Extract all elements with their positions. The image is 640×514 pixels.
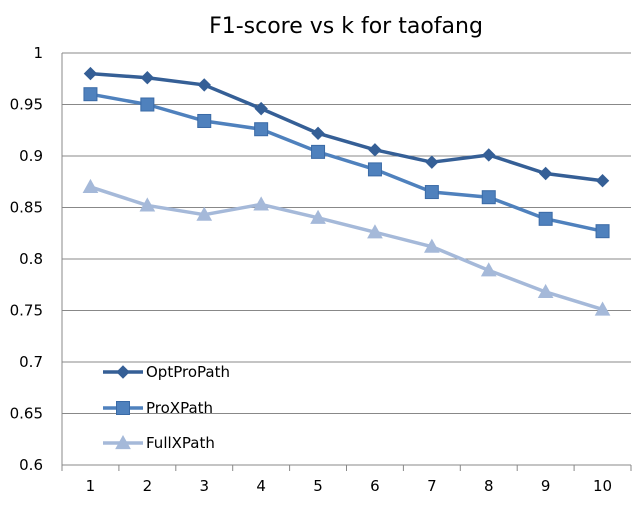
data-point-proxpath	[140, 97, 155, 112]
legend-label: ProXPath	[146, 399, 213, 417]
y-tick-label: 0.9	[19, 147, 43, 165]
x-tick-label: 9	[541, 477, 551, 495]
legend-marker-fullxpath	[115, 434, 131, 450]
series-optpropath	[83, 66, 610, 188]
x-tick-label: 5	[313, 477, 323, 495]
data-point-proxpath	[538, 211, 553, 226]
legend-marker-proxpath	[116, 401, 130, 415]
x-tick-label: 3	[199, 477, 209, 495]
data-point-proxpath	[595, 224, 610, 239]
y-tick-label: 0.65	[10, 405, 43, 423]
series-lines	[82, 66, 611, 316]
x-tick-label: 7	[427, 477, 437, 495]
data-point-proxpath	[481, 190, 496, 205]
y-tick-label: 0.6	[19, 456, 43, 474]
legend-item-optpropath: OptProPath	[103, 363, 230, 381]
x-tick-label: 2	[143, 477, 153, 495]
x-tick-label: 6	[370, 477, 380, 495]
data-point-optpropath	[595, 174, 610, 188]
y-tick-label: 0.7	[19, 353, 43, 371]
legend-item-fullxpath: FullXPath	[103, 434, 215, 452]
data-point-fullxpath	[253, 196, 269, 211]
data-point-optpropath	[368, 143, 382, 157]
data-point-optpropath	[538, 166, 553, 181]
legend-label: FullXPath	[146, 434, 215, 452]
x-tick-label: 10	[593, 477, 612, 495]
axes: 0.6 0.65 0.7 0.75 0.8 0.85 0.9 0.95 1 1 2 3 4 5 6 7 8 9 10	[10, 44, 632, 495]
legend: OptProPath ProXPath FullXPath	[103, 363, 230, 452]
legend-item-proxpath: ProXPath	[103, 399, 213, 417]
data-point-optpropath	[311, 126, 325, 141]
series-proxpath	[83, 87, 610, 239]
data-point-proxpath	[197, 113, 212, 128]
data-point-optpropath	[254, 101, 268, 116]
data-point-fullxpath	[480, 262, 497, 277]
x-tick-label: 4	[256, 477, 266, 495]
data-point-fullxpath	[310, 209, 326, 224]
data-point-fullxpath	[537, 283, 554, 299]
y-tick-label: 0.95	[10, 96, 43, 114]
y-tick-label: 0.8	[19, 250, 43, 268]
data-point-fullxpath	[82, 178, 99, 193]
x-tick-label: 8	[484, 477, 494, 495]
data-point-fullxpath	[196, 206, 213, 221]
data-point-optpropath	[197, 78, 211, 92]
data-point-proxpath	[424, 185, 439, 200]
x-tick-label: 1	[86, 477, 96, 495]
series-line-optpropath	[90, 71, 603, 183]
series-fullxpath	[82, 178, 611, 316]
y-tick-label: 0.85	[10, 199, 43, 217]
chart-title: F1-score vs k for taofang	[209, 14, 483, 39]
data-point-proxpath	[367, 162, 382, 177]
data-point-fullxpath	[139, 197, 156, 212]
data-point-fullxpath	[367, 224, 383, 239]
legend-marker-optpropath	[116, 365, 130, 379]
series-line-proxpath	[90, 92, 603, 233]
data-point-optpropath	[140, 71, 155, 85]
series-line-fullxpath	[89, 185, 604, 312]
data-point-optpropath	[482, 148, 496, 162]
data-point-proxpath	[83, 87, 98, 102]
y-tick-label: 1	[33, 44, 43, 62]
data-point-fullxpath	[594, 301, 611, 316]
data-point-proxpath	[311, 144, 326, 159]
legend-label: OptProPath	[146, 363, 230, 381]
data-point-proxpath	[254, 122, 269, 137]
data-point-optpropath	[83, 66, 98, 81]
data-point-optpropath	[425, 155, 439, 169]
y-tick-label: 0.75	[10, 302, 43, 320]
data-point-fullxpath	[424, 238, 440, 253]
